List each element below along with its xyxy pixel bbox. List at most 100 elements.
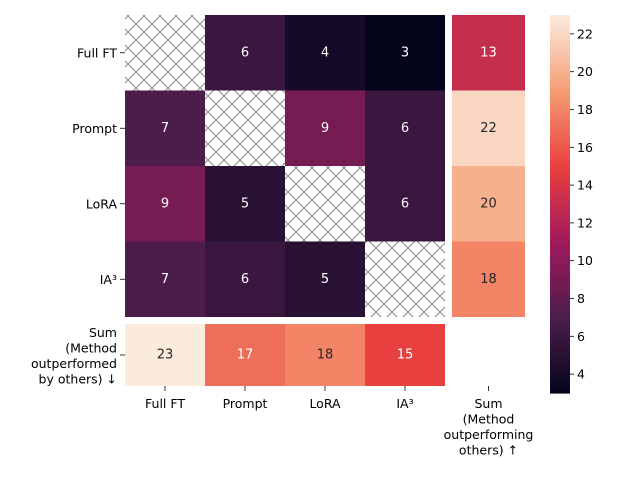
colorbar-segment (550, 248, 570, 252)
cell-value-label: 4 (321, 45, 329, 60)
colorbar-segment (550, 270, 570, 274)
colorbar-segment (550, 197, 570, 202)
column-sum-row: 23 17 18 15 Sum (Method outperformed by others)… (31, 324, 445, 386)
diagonal-cell (365, 241, 445, 317)
colorbar-segment (550, 178, 570, 183)
colorbar-tick-label: 22 (577, 26, 593, 41)
cell-value-label: 9 (161, 196, 169, 211)
colorbar-segment (550, 219, 570, 224)
colorbar-segment (550, 330, 570, 334)
colorbar-segment (550, 361, 570, 366)
colorbar-segment (550, 103, 570, 107)
colorbar-segment (550, 65, 570, 70)
colorbar-segment (550, 59, 570, 63)
row-sum-cell (452, 241, 525, 317)
colorbar-segment (550, 374, 570, 378)
colorbar-segment (550, 260, 570, 265)
colorbar-segment (550, 389, 570, 394)
colorbar-segment (550, 55, 570, 60)
row-label: Prompt (72, 121, 117, 136)
colorbar-segment (550, 191, 570, 196)
colorbar: 4 6 8 10 12 14 16 18 20 22 (550, 15, 593, 394)
cell-value-label: 6 (401, 121, 409, 136)
cell-value-label: 7 (161, 121, 169, 136)
colorbar-segment (550, 238, 570, 243)
colorbar-tick-label: 10 (577, 253, 593, 268)
colorbar-segment (550, 106, 570, 111)
colorbar-segment (550, 285, 570, 290)
colorbar-segment (550, 90, 570, 95)
colorbar-segment (550, 43, 570, 48)
colorbar-segment (550, 326, 570, 331)
row-sum-column: 13 22 20 18 (452, 15, 525, 317)
colorbar-segment (550, 207, 570, 211)
colorbar-segment (550, 210, 570, 215)
colorbar-segment (550, 263, 570, 268)
row-sum-cell (452, 15, 525, 91)
column-sum-value: 23 (157, 348, 174, 363)
row-sum-value: 20 (480, 196, 497, 211)
heatmap-cell (285, 90, 365, 166)
colorbar-segment (550, 62, 570, 66)
colorbar-segment (550, 226, 570, 230)
colorbar-segment (550, 282, 570, 287)
colorbar-segment (550, 336, 570, 341)
colorbar-segment (550, 348, 570, 353)
colorbar-segment (550, 52, 570, 57)
colorbar-segment (550, 377, 570, 381)
column-label: LoRA (309, 396, 341, 411)
colorbar-segment (550, 122, 570, 126)
colorbar-segment (550, 15, 570, 19)
row-labels: Full FT Prompt LoRA IA³ (72, 45, 125, 287)
colorbar-segment (550, 181, 570, 186)
column-sum-cell (205, 324, 285, 386)
cell-value-label: 6 (241, 45, 249, 60)
colorbar-segment (550, 150, 570, 155)
colorbar-segment (550, 147, 570, 152)
column-label: Prompt (223, 396, 268, 411)
colorbar-segment (550, 137, 570, 142)
colorbar-segment (550, 141, 570, 145)
column-sum-value: 18 (317, 348, 334, 363)
diagonal-cell (205, 90, 285, 166)
column-label: IA³ (396, 396, 413, 411)
colorbar-segment (550, 144, 570, 148)
colorbar-segment (550, 68, 570, 73)
colorbar-tick-label: 6 (577, 329, 585, 344)
colorbar-segment (550, 339, 570, 344)
row-label: Full FT (77, 45, 117, 60)
colorbar-segment (550, 289, 570, 293)
colorbar-segment (550, 235, 570, 240)
colorbar-segment (550, 364, 570, 369)
colorbar-tick-label: 4 (577, 367, 585, 382)
colorbar-tick-label: 8 (577, 291, 585, 306)
colorbar-tick-label: 12 (577, 215, 593, 230)
row-sum-cell (452, 166, 525, 242)
colorbar-segment (550, 166, 570, 170)
colorbar-segment (550, 134, 570, 139)
colorbar-segment (550, 27, 570, 32)
colorbar-segment (550, 229, 570, 233)
row-sum-value: 13 (480, 45, 497, 60)
colorbar-segment (550, 355, 570, 359)
colorbar-segment (550, 172, 570, 177)
colorbar-segment (550, 295, 570, 300)
colorbar-segment (550, 74, 570, 79)
colorbar-segment (550, 112, 570, 117)
colorbar-segment (550, 222, 570, 227)
column-sum-cell (285, 324, 365, 386)
row-sum-cell (452, 90, 525, 166)
row-sum-value: 18 (480, 272, 497, 287)
main-grid: 6 4 3 7 9 6 9 5 6 7 6 5 (125, 15, 445, 317)
colorbar-segment (550, 345, 570, 350)
colorbar-segment (550, 109, 570, 114)
row-sum-value: 22 (480, 121, 497, 136)
colorbar-segment (550, 185, 570, 189)
colorbar-segment (550, 267, 570, 271)
colorbar-segment (550, 93, 570, 98)
colorbar-segment (550, 40, 570, 44)
column-sum-value: 17 (237, 348, 254, 363)
colorbar-segment (550, 213, 570, 218)
colorbar-segment (550, 71, 570, 76)
